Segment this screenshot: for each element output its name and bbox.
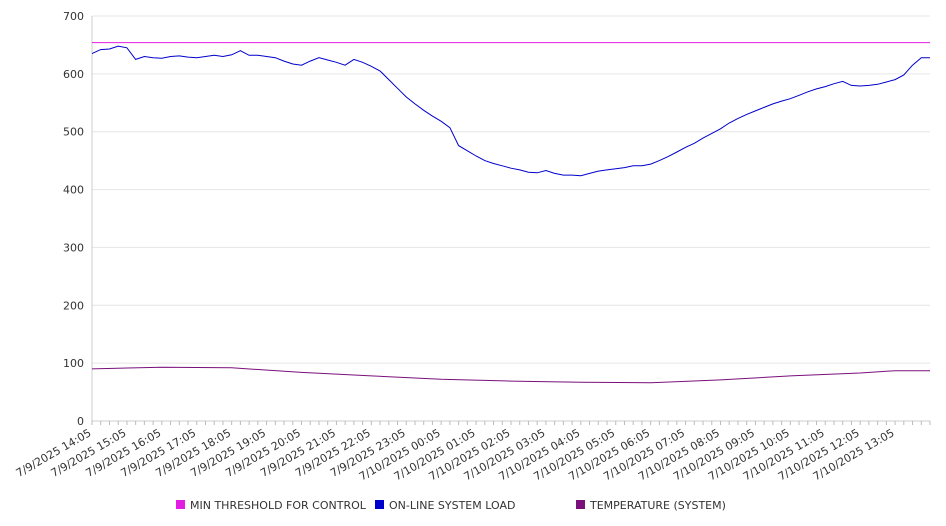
legend-swatch [576, 500, 585, 509]
y-tick-label: 0 [77, 415, 84, 428]
y-tick-label: 400 [63, 184, 84, 197]
y-tick-label: 300 [63, 241, 84, 254]
y-tick-label: 100 [63, 357, 84, 370]
legend-item[interactable]: MIN THRESHOLD FOR CONTROL [176, 499, 367, 512]
y-tick-label: 200 [63, 299, 84, 312]
legend-label: TEMPERATURE (SYSTEM) [589, 499, 726, 512]
legend-item[interactable]: ON-LINE SYSTEM LOAD [375, 499, 515, 512]
legend-item[interactable]: TEMPERATURE (SYSTEM) [576, 499, 726, 512]
y-tick-label: 500 [63, 126, 84, 139]
legend: MIN THRESHOLD FOR CONTROL ON-LINE SYSTEM … [176, 499, 726, 512]
legend-swatch [375, 500, 384, 509]
y-tick-label: 600 [63, 68, 84, 81]
legend-label: MIN THRESHOLD FOR CONTROL [190, 499, 367, 512]
series-line-2 [91, 45, 930, 177]
gridlines [92, 15, 930, 364]
axes [91, 16, 931, 425]
y-tick-labels: 0 100 200 300 400 500 600 700 [63, 10, 84, 428]
series-lines [91, 42, 930, 384]
legend-swatch [176, 500, 185, 509]
series-line-3 [91, 366, 930, 384]
legend-label: ON-LINE SYSTEM LOAD [389, 499, 515, 512]
x-tick-labels: 7/9/2025 14:057/9/2025 15:057/9/2025 16:… [14, 426, 897, 483]
y-tick-label: 700 [63, 10, 84, 23]
